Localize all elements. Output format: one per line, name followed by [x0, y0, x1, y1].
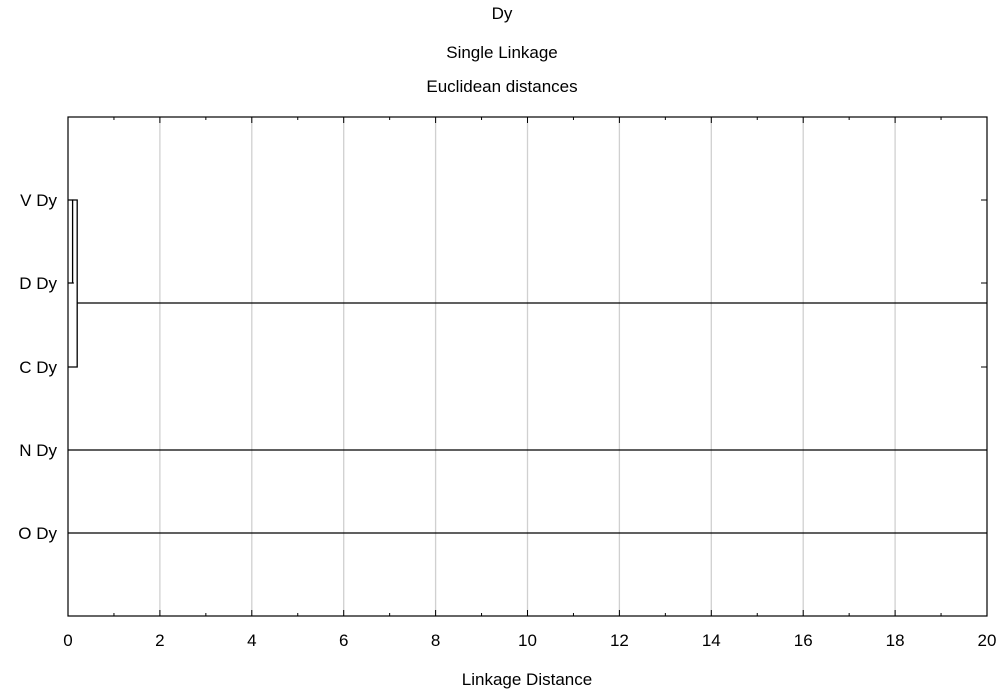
leaf-label: N Dy	[19, 441, 57, 460]
x-tick-label: 18	[886, 631, 905, 650]
link-vd-c	[68, 199, 78, 368]
leaf-label: V Dy	[20, 191, 57, 210]
x-tick-label: 16	[794, 631, 813, 650]
x-tick-label: 6	[339, 631, 348, 650]
link-v-d	[68, 199, 74, 284]
x-tick-label: 10	[518, 631, 537, 650]
x-tick-label: 12	[610, 631, 629, 650]
x-tick-label: 14	[702, 631, 721, 650]
x-tick-labels: 0 2 4 6 8 10 12 14 16 18 20	[63, 631, 996, 650]
leaf-label: O Dy	[18, 524, 57, 543]
leaf-labels: V Dy D Dy C Dy N Dy O Dy	[18, 191, 57, 543]
x-tick-label: 8	[431, 631, 440, 650]
x-axis-label: Linkage Distance	[461, 670, 593, 689]
x-tick-label: 0	[63, 631, 72, 650]
leaf-label: D Dy	[19, 274, 57, 293]
x-tick-label: 4	[247, 631, 256, 650]
chart-subtitle-linkage: Single Linkage	[446, 43, 558, 62]
x-tick-label: 2	[155, 631, 164, 650]
chart-title: Dy	[491, 4, 513, 23]
grid-lines	[159, 117, 896, 616]
dendrogram-links	[68, 199, 987, 534]
x-tick-label: 20	[978, 631, 997, 650]
chart-subtitle-distance: Euclidean distances	[426, 77, 578, 96]
leaf-label: C Dy	[19, 358, 57, 377]
